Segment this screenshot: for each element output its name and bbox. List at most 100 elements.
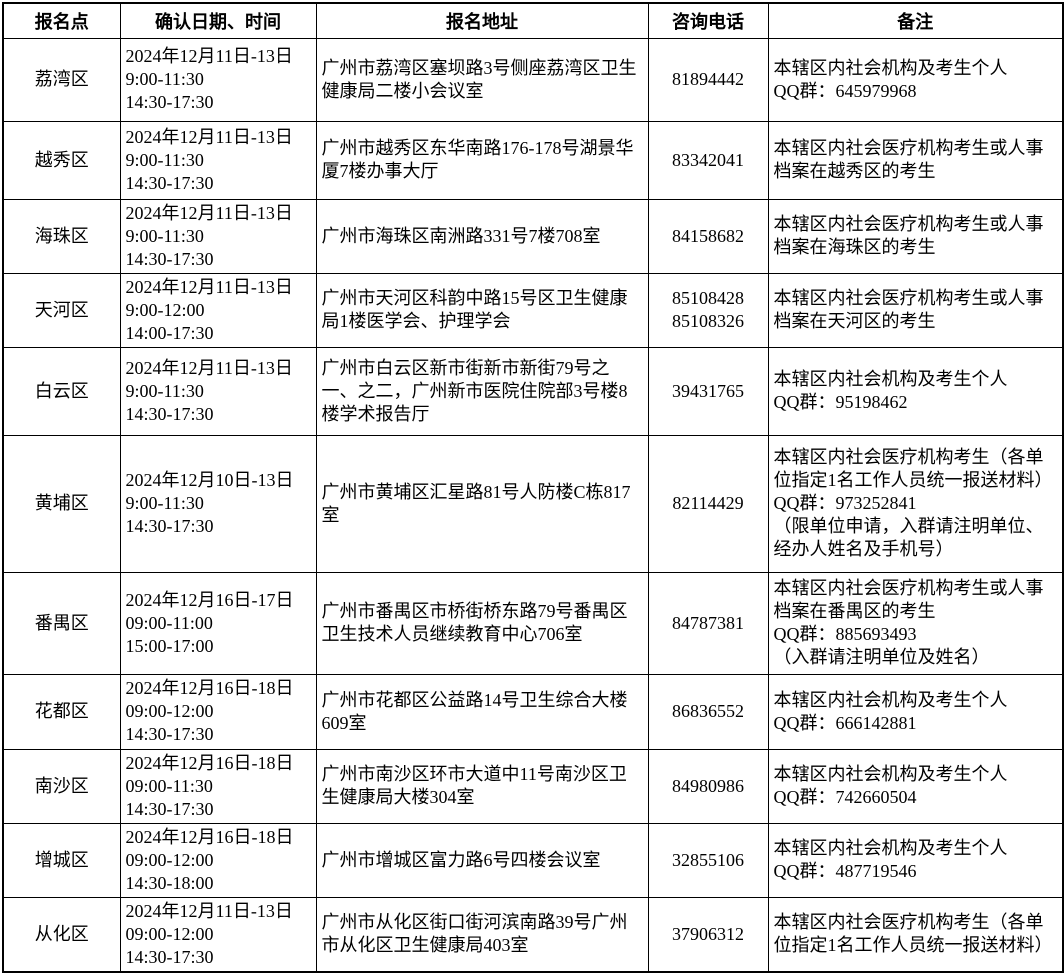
header-row: 报名点 确认日期、时间 报名地址 咨询电话 备注 [2,2,1064,39]
district-cell-line: 花都区 [34,701,89,721]
district-cell: 南沙区 [2,748,121,824]
header-confirm-datetime: 确认日期、时间 [119,2,317,39]
remark-cell-line: QQ群：487719546 [773,861,917,881]
district-cell-line: 天河区 [34,299,89,320]
district-cell-line: 从化区 [34,923,89,944]
table-row: 南沙区 2024年12月16日-18日 09:00-11:30 14:30-17:30… [2,748,1064,824]
datetime-cell-line: 2024年12月11日-13日 [125,276,293,297]
phone-cell-line: 37906312 [672,923,744,944]
datetime-cell: 2024年12月10日-13日 9:00-11:30 14:30-17:30 [119,434,317,573]
district-cell: 增城区 [2,822,121,898]
address-cell-line: 广州市黄埔区汇星路81号人防楼C栋817室 [321,481,631,525]
remark-cell-line: 本辖区内社会医疗机构考生或人事档案在番禺区的考生 [773,578,1044,621]
phone-cell: 84158682 [647,198,769,274]
district-cell-line: 番禺区 [34,612,89,633]
datetime-cell: 2024年12月16日-18日 09:00-12:00 14:30-17:30 [119,673,317,750]
address-cell: 广州市越秀区东华南路176-178号湖景华厦7楼办事大厅 [315,120,649,200]
remark-cell-line: 本辖区内社会医疗机构考生（各单位指定1名工作人员统一报送材料） [773,447,1053,490]
district-cell: 越秀区 [2,120,121,200]
datetime-cell-line: 09:00-12:00 [125,923,214,944]
district-cell: 花都区 [2,673,121,750]
datetime-cell-line: 2024年12月16日-18日 [125,752,294,773]
district-cell: 荔湾区 [2,37,121,122]
phone-cell-line: 39431765 [672,380,744,401]
datetime-cell: 2024年12月11日-13日 9:00-12:00 14:00-17:30 [119,272,317,348]
district-cell-line: 越秀区 [34,149,89,170]
table-row: 从化区 2024年12月11日-13日 09:00-12:00 14:30-17:30… [2,896,1064,972]
datetime-cell-line: 2024年12月16日-18日 [125,826,294,847]
address-cell-line: 广州市增城区富力路6号四楼会议室 [321,849,601,870]
phone-cell: 81894442 [647,37,769,122]
remark-cell-line: QQ群：885693493 [773,624,917,644]
address-cell: 广州市黄埔区汇星路81号人防楼C栋817室 [315,434,649,573]
address-cell-line: 广州市海珠区南洲路331号7楼708室 [321,225,601,246]
remark-cell-line: 本辖区内社会机构及考生个人 [773,764,1008,784]
datetime-cell-line: 9:00-12:00 [125,299,205,320]
address-cell: 广州市增城区富力路6号四楼会议室 [315,822,649,898]
phone-cell-line: 83342041 [672,149,744,170]
phone-cell: 32855106 [647,822,769,898]
remark-cell: 本辖区内社会医疗机构考生（各单位指定1名工作人员统一报送材料） QQ群：97325… [767,434,1064,573]
datetime-cell-line: 9:00-11:30 [125,69,204,89]
datetime-cell: 2024年12月16日-17日 09:00-11:00 15:00-17:00 [119,571,317,675]
phone-cell-line: 81894442 [672,69,744,89]
remark-cell: 本辖区内社会医疗机构考生或人事档案在番禺区的考生 QQ群：885693493 （入群… [767,571,1064,675]
remark-cell-line: 本辖区内社会医疗机构考生（各单位指定1名工作人员统一报送材料） [773,912,1053,955]
remark-cell-line: QQ群：973252841 [773,493,917,513]
remark-cell: 本辖区内社会机构及考生个人 QQ群：487719546 [767,822,1064,898]
datetime-cell: 2024年12月11日-13日 9:00-11:30 14:30-17:30 [119,37,317,122]
datetime-cell: 2024年12月11日-13日 9:00-11:30 14:30-17:30 [119,120,317,200]
datetime-cell: 2024年12月16日-18日 09:00-12:00 14:30-18:00 [119,822,317,898]
address-cell-line: 广州市番禺区市桥街桥东路79号番禺区卫生技术人员继续教育中心706室 [321,601,628,644]
district-cell: 黄埔区 [2,434,121,573]
datetime-cell: 2024年12月11日-13日 09:00-12:00 14:30-17:30 [119,896,317,972]
table-row: 海珠区 2024年12月11日-13日 9:00-11:30 14:30-17:30 广… [2,198,1064,274]
district-cell: 从化区 [2,896,121,972]
datetime-cell-line: 2024年12月11日-13日 [125,46,293,66]
phone-cell: 37906312 [647,896,769,972]
datetime-cell: 2024年12月11日-13日 9:00-11:30 14:30-17:30 [119,198,317,274]
remark-cell: 本辖区内社会机构及考生个人 QQ群：95198462 [767,346,1064,436]
table-row: 越秀区 2024年12月11日-13日 9:00-11:30 14:30-17:30 广… [2,120,1064,200]
phone-cell: 84787381 [647,571,769,675]
district-cell: 海珠区 [2,198,121,274]
phone-cell-line: 85108326 [672,311,744,331]
district-cell-line: 增城区 [34,849,89,870]
phone-cell-line: 86836552 [672,701,744,721]
datetime-cell: 2024年12月11日-13日 9:00-11:30 14:30-17:30 [119,346,317,436]
header-registration-point: 报名点 [2,2,121,39]
datetime-cell-line: 09:00-12:00 [125,701,214,721]
datetime-cell-line: 14:30-17:30 [125,516,214,536]
phone-cell-line: 82114429 [672,493,744,513]
datetime-cell-line: 09:00-11:00 [125,612,213,633]
district-cell-line: 荔湾区 [34,69,89,89]
district-cell: 番禺区 [2,571,121,675]
table-header: 报名点 确认日期、时间 报名地址 咨询电话 备注 [2,2,1064,39]
district-cell: 天河区 [2,272,121,348]
datetime-cell: 2024年12月16日-18日 09:00-11:30 14:30-17:30 [119,748,317,824]
remark-cell-line: 本辖区内社会医疗机构考生或人事档案在越秀区的考生 [773,138,1044,181]
header-remarks: 备注 [767,2,1064,39]
phone-cell: 84980986 [647,748,769,824]
phone-cell: 86836552 [647,673,769,750]
datetime-cell-line: 09:00-12:00 [125,849,214,870]
datetime-cell-line: 09:00-11:30 [125,775,213,796]
datetime-cell-line: 15:00-17:00 [125,635,214,656]
datetime-cell-line: 14:30-17:30 [125,798,214,819]
remark-cell: 本辖区内社会机构及考生个人 QQ群：645979968 [767,37,1064,122]
table-row: 白云区 2024年12月11日-13日 9:00-11:30 14:30-17:30 广… [2,346,1064,436]
address-cell: 广州市荔湾区塞坝路3号侧座荔湾区卫生健康局二楼小会议室 [315,37,649,122]
remark-cell-line: QQ群：645979968 [773,80,917,101]
address-cell: 广州市海珠区南洲路331号7楼708室 [315,198,649,274]
datetime-cell-line: 14:30-17:30 [125,403,214,424]
remark-cell: 本辖区内社会医疗机构考生或人事档案在海珠区的考生 [767,198,1064,274]
address-cell-line: 广州市花都区公益路14号卫生综合大楼609室 [321,689,628,733]
phone-cell-line: 84980986 [672,775,744,796]
datetime-cell-line: 14:30-17:30 [125,946,214,967]
datetime-cell-line: 9:00-11:30 [125,225,204,246]
datetime-cell-line: 9:00-11:30 [125,493,204,513]
remark-cell: 本辖区内社会机构及考生个人 QQ群：666142881 [767,673,1064,750]
remark-cell-line: 本辖区内社会医疗机构考生或人事档案在海珠区的考生 [773,214,1044,257]
datetime-cell-line: 14:30-17:30 [125,248,214,269]
